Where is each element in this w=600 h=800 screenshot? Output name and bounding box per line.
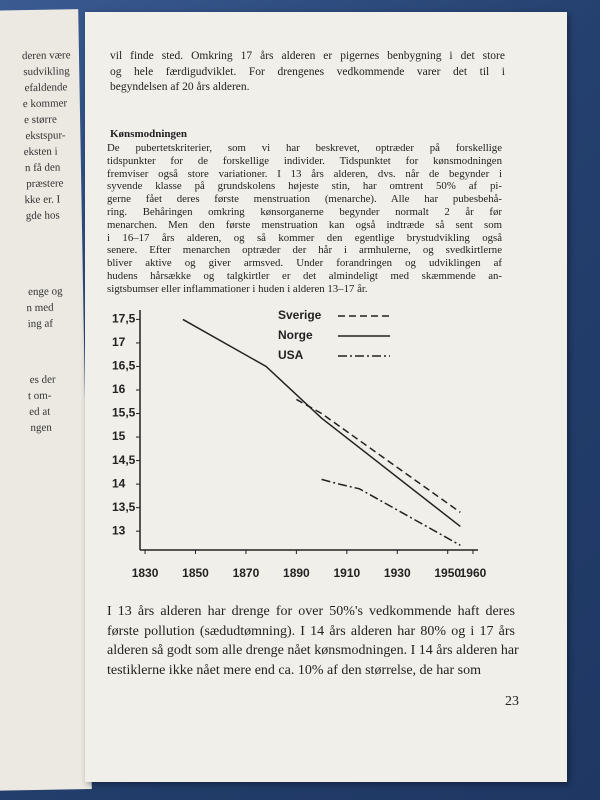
y-tick-label: 17,5 (112, 312, 136, 326)
x-tick-label: 1910 (333, 566, 360, 580)
section-line: tidspunkter for de forskellige individer… (107, 154, 502, 167)
y-tick-label: 13,5 (112, 500, 136, 514)
section-heading: Kønsmodningen (110, 128, 188, 140)
x-tick-label: 1930 (384, 566, 411, 580)
y-tick-label: 16 (112, 382, 126, 396)
section-line: sigtsbumser eller inflammationer i huden… (107, 282, 368, 295)
x-tick-label: 1830 (132, 566, 159, 580)
y-tick-label: 13 (112, 523, 126, 537)
section-line: senere. Efter menarchen optræder der hår… (107, 244, 502, 257)
series-line (182, 318, 461, 528)
x-tick-label: 1890 (283, 566, 310, 580)
section-line: i 16–17 års alderen, og så kommer den eg… (107, 231, 502, 244)
y-tick-label: 14 (112, 476, 126, 490)
x-tick-label: 1950 (434, 566, 461, 580)
outro-line: I 13 års alderen har drenge for over 50%… (107, 604, 515, 619)
section-line: De pubertetskriterier, som vi har beskre… (107, 142, 502, 154)
series-line (321, 478, 461, 546)
y-tick-label: 15 (112, 429, 126, 443)
section-line: menarchen. Men den første menstruation k… (107, 218, 502, 231)
intro-line: begyndelsen af 20 års alderen. (110, 81, 250, 93)
section-line: ring. Behåringen omkring kønsorganerne b… (107, 206, 502, 218)
y-tick-label: 16,5 (112, 359, 136, 373)
section-line: bliver aktive og giver armsved. Under fo… (107, 257, 502, 270)
y-tick-label: 17 (112, 335, 126, 349)
x-tick-label: 1960 (460, 566, 487, 580)
x-tick-label: 1870 (233, 566, 260, 580)
legend-label: USA (278, 348, 304, 362)
page-number: 23 (505, 694, 519, 709)
book-page: Kønsmodningen 23 vil finde sted. Omkring… (85, 12, 567, 782)
y-tick-label: 14,5 (112, 453, 136, 467)
outro-line: alderen så godt som alle drenge nået køn… (107, 643, 519, 658)
series-line (296, 398, 461, 513)
legend-label: Sverige (278, 308, 322, 322)
section-line: hudens hårsække og talgkirtler er det al… (107, 270, 502, 282)
section-line: syvende klasse på grundskolens højeste s… (107, 180, 502, 193)
y-tick-label: 15,5 (112, 406, 136, 420)
outro-line: første pollution (sædudtømning). I 14 år… (107, 623, 515, 639)
x-tick-label: 1850 (182, 566, 209, 580)
legend-label: Norge (278, 328, 313, 342)
intro-line: vil finde sted. Omkring 17 års alderen e… (110, 50, 505, 62)
outro-line: testiklerne ikke nået mere end ca. 10% a… (107, 662, 481, 678)
intro-line: og hele færdigudviklet. For drengenes ve… (110, 65, 505, 78)
section-line: gerne fået deres første menstruation (me… (107, 193, 502, 206)
section-line: fremviser også store variationer. I 13 å… (107, 167, 502, 180)
